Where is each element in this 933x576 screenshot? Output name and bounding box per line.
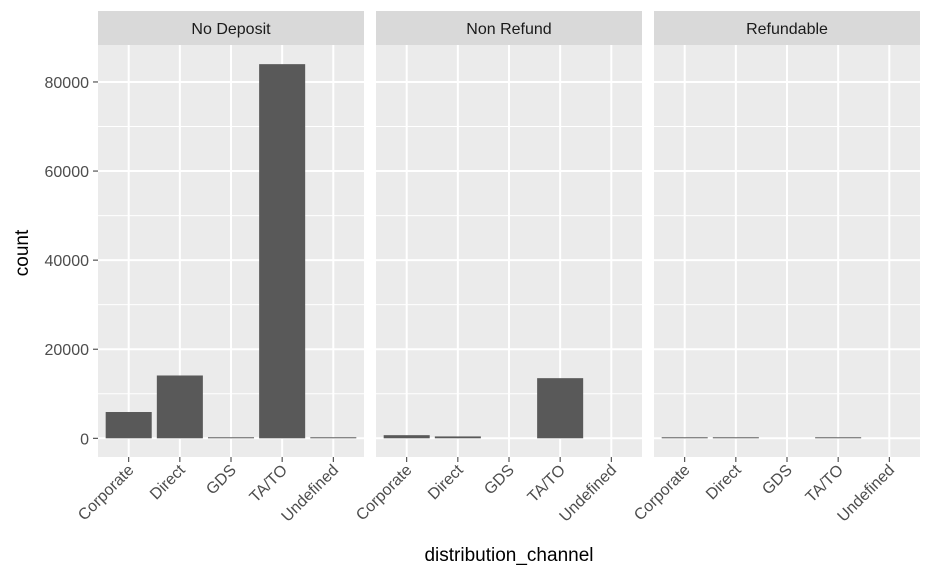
bar xyxy=(434,436,481,439)
x-tick-label: GDS xyxy=(203,462,240,499)
bar xyxy=(537,378,584,439)
facet-strip-label: Non Refund xyxy=(466,21,551,38)
bar xyxy=(815,437,862,439)
x-tick-label: GDS xyxy=(481,462,518,499)
bar xyxy=(259,64,306,439)
facet-strip xyxy=(376,11,642,45)
facet-strip-label: Refundable xyxy=(746,21,828,38)
bar xyxy=(310,437,357,439)
y-tick-label: 80000 xyxy=(45,75,90,92)
facet-strip xyxy=(98,11,364,45)
bar xyxy=(105,412,152,439)
x-tick-label: TA/TO xyxy=(247,462,291,506)
y-tick-label: 0 xyxy=(80,431,89,448)
y-tick-label: 60000 xyxy=(45,164,90,181)
y-tick-label: 40000 xyxy=(45,253,90,270)
x-tick-label: Direct xyxy=(703,461,745,503)
y-tick-label: 20000 xyxy=(45,342,90,359)
bar xyxy=(712,437,759,439)
y-axis: 0 20000 40000 60000 80000 xyxy=(45,75,98,448)
bar xyxy=(156,375,203,439)
x-axis-title: distribution_channel xyxy=(424,545,593,566)
x-tick-label: TA/TO xyxy=(803,462,847,506)
x-tick-label: Direct xyxy=(147,461,189,503)
bar xyxy=(383,435,430,439)
facet-strip-label: No Deposit xyxy=(191,21,271,38)
x-tick-label: TA/TO xyxy=(525,462,569,506)
x-tick-label: GDS xyxy=(759,462,796,499)
bar xyxy=(207,437,255,439)
y-axis-title: count xyxy=(12,229,33,276)
x-tick-label: Direct xyxy=(425,461,467,503)
x-tick-label: Corporate xyxy=(353,462,415,524)
facet-strip xyxy=(654,11,920,45)
bar xyxy=(661,437,708,439)
x-tick-label: Corporate xyxy=(75,462,137,524)
x-tick-label: Corporate xyxy=(631,462,693,524)
